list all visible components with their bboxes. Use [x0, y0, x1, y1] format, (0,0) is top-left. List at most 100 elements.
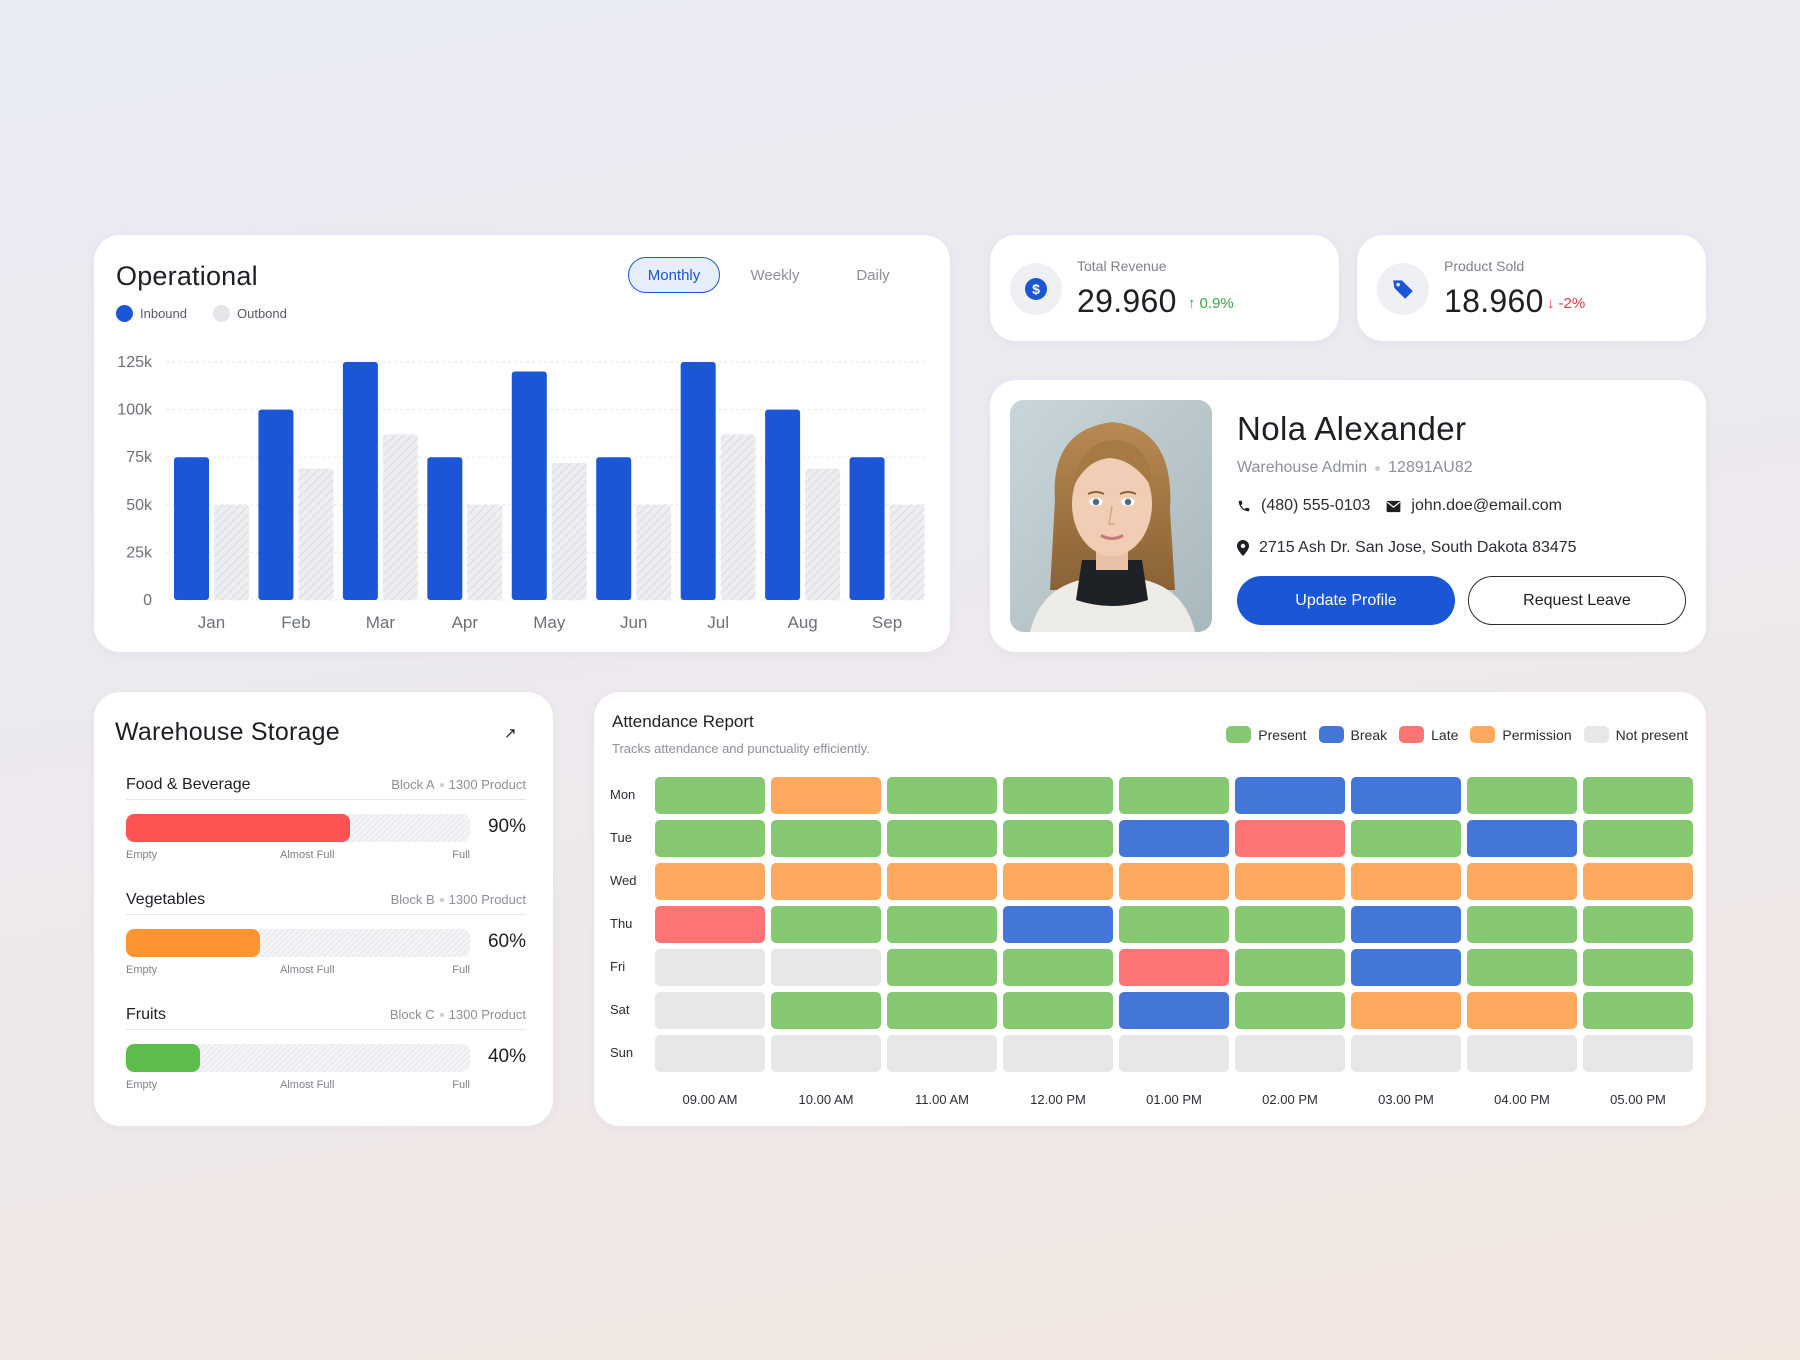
profile-email[interactable]: john.doe@email.com — [1411, 497, 1562, 514]
attendance-cell[interactable] — [1467, 1035, 1577, 1072]
bar-outbond-jan[interactable] — [214, 504, 249, 600]
bar-outbond-apr[interactable] — [467, 504, 503, 600]
attendance-cell[interactable] — [655, 906, 765, 943]
attendance-cell[interactable] — [771, 992, 881, 1029]
attendance-cell[interactable] — [1235, 992, 1345, 1029]
attendance-cell[interactable] — [887, 820, 997, 857]
attendance-cell[interactable] — [1003, 949, 1113, 986]
attendance-cell[interactable] — [1351, 992, 1461, 1029]
location-pin-icon — [1237, 540, 1249, 556]
attendance-cell[interactable] — [1235, 863, 1345, 900]
attendance-cell[interactable] — [1119, 863, 1229, 900]
bar-outbond-jul[interactable] — [720, 434, 756, 600]
bar-inbound-jul[interactable] — [680, 362, 716, 600]
attendance-cell[interactable] — [887, 777, 997, 814]
attendance-cell[interactable] — [1119, 992, 1229, 1029]
attendance-cell[interactable] — [1003, 992, 1113, 1029]
tab-weekly[interactable]: Weekly — [750, 266, 800, 284]
storage-item-header: Food & Beverage Block A 1300 Product — [126, 774, 526, 800]
attendance-cell[interactable] — [1003, 820, 1113, 857]
bar-outbond-jun[interactable] — [636, 504, 672, 600]
legend-label: Permission — [1502, 726, 1572, 743]
request-leave-button[interactable]: Request Leave — [1468, 576, 1686, 625]
attendance-cell[interactable] — [887, 992, 997, 1029]
attendance-cell[interactable] — [1583, 906, 1693, 943]
attendance-cell[interactable] — [1003, 863, 1113, 900]
bar-inbound-aug[interactable] — [765, 409, 801, 600]
attendance-cell[interactable] — [771, 906, 881, 943]
attendance-cell[interactable] — [1235, 820, 1345, 857]
attendance-cell[interactable] — [1467, 906, 1577, 943]
inbound-dot-icon — [116, 305, 133, 322]
attendance-cell[interactable] — [1351, 820, 1461, 857]
attendance-cell[interactable] — [1467, 863, 1577, 900]
bar-inbound-jun[interactable] — [596, 457, 632, 600]
attendance-cell[interactable] — [1583, 863, 1693, 900]
bar-outbond-mar[interactable] — [382, 434, 418, 600]
attendance-cell[interactable] — [771, 949, 881, 986]
attendance-cell[interactable] — [1467, 777, 1577, 814]
bar-inbound-jan[interactable] — [174, 457, 209, 600]
svg-text:$: $ — [1032, 281, 1040, 297]
bar-inbound-may[interactable] — [511, 371, 547, 600]
attendance-cell[interactable] — [887, 863, 997, 900]
attendance-cell[interactable] — [1003, 1035, 1113, 1072]
storage-item-percent: 90% — [487, 816, 526, 837]
bar-outbond-may[interactable] — [551, 462, 587, 600]
attendance-cell[interactable] — [1351, 1035, 1461, 1072]
attendance-cell[interactable] — [655, 863, 765, 900]
attendance-cell[interactable] — [771, 777, 881, 814]
attendance-cell[interactable] — [1583, 992, 1693, 1029]
attendance-cell[interactable] — [1119, 949, 1229, 986]
bar-inbound-mar[interactable] — [342, 362, 378, 600]
attendance-cell[interactable] — [1583, 1035, 1693, 1072]
attendance-cell[interactable] — [1583, 820, 1693, 857]
attendance-cell[interactable] — [655, 949, 765, 986]
attendance-cell[interactable] — [1119, 820, 1229, 857]
attendance-cell[interactable] — [1119, 906, 1229, 943]
attendance-cell[interactable] — [655, 820, 765, 857]
tag-icon — [1377, 263, 1429, 315]
attendance-cell[interactable] — [771, 863, 881, 900]
attendance-cell[interactable] — [1119, 1035, 1229, 1072]
update-profile-button[interactable]: Update Profile — [1237, 576, 1455, 625]
bar-inbound-apr[interactable] — [427, 457, 463, 600]
attendance-cell[interactable] — [1351, 863, 1461, 900]
tab-daily[interactable]: Daily — [856, 266, 890, 284]
attendance-cell[interactable] — [1003, 906, 1113, 943]
storage-progress-fill — [126, 929, 261, 957]
tab-monthly[interactable]: Monthly — [628, 257, 720, 293]
attendance-cell[interactable] — [1119, 777, 1229, 814]
bar-outbond-feb[interactable] — [298, 468, 334, 600]
attendance-cell[interactable] — [1351, 777, 1461, 814]
storage-item-block: Block C — [389, 1007, 435, 1022]
attendance-cell[interactable] — [1351, 906, 1461, 943]
attendance-cell[interactable] — [1467, 949, 1577, 986]
attendance-cell[interactable] — [1235, 1035, 1345, 1072]
attendance-cell[interactable] — [887, 949, 997, 986]
attendance-cell[interactable] — [1235, 777, 1345, 814]
attendance-cell[interactable] — [1351, 949, 1461, 986]
storage-item-header: Vegetables Block B 1300 Product — [126, 889, 526, 915]
attendance-cell[interactable] — [1583, 777, 1693, 814]
attendance-cell[interactable] — [887, 906, 997, 943]
bar-outbond-sep[interactable] — [889, 504, 925, 600]
attendance-cell[interactable] — [1583, 949, 1693, 986]
attendance-cell[interactable] — [1003, 777, 1113, 814]
day-label: Tue — [610, 830, 632, 845]
scale-almost-full-label: Almost Full — [280, 964, 335, 976]
attendance-cell[interactable] — [655, 1035, 765, 1072]
attendance-cell[interactable] — [655, 777, 765, 814]
attendance-cell[interactable] — [1235, 906, 1345, 943]
bar-inbound-sep[interactable] — [849, 457, 885, 600]
bar-outbond-aug[interactable] — [805, 468, 841, 600]
bar-inbound-feb[interactable] — [258, 409, 294, 600]
arrow-up-right-icon[interactable]: ↗ — [504, 725, 517, 742]
attendance-cell[interactable] — [655, 992, 765, 1029]
attendance-cell[interactable] — [771, 820, 881, 857]
attendance-cell[interactable] — [771, 1035, 881, 1072]
attendance-cell[interactable] — [887, 1035, 997, 1072]
attendance-cell[interactable] — [1467, 992, 1577, 1029]
attendance-cell[interactable] — [1235, 949, 1345, 986]
attendance-cell[interactable] — [1467, 820, 1577, 857]
